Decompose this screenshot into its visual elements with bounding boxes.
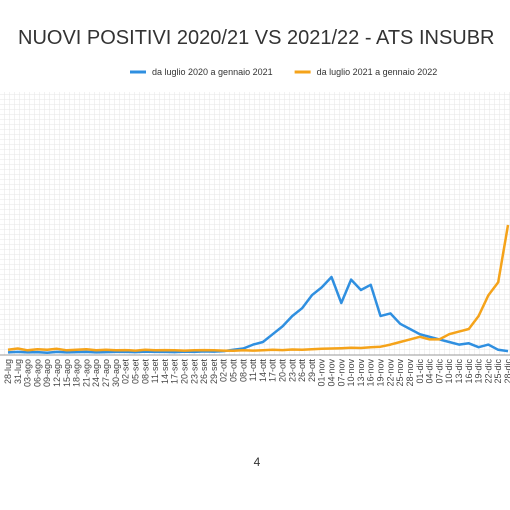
x-tick-label: 11-set [150,359,160,384]
x-tick-label: 07-dic [434,359,444,384]
x-tick-label: 11-ott [248,359,258,382]
x-tick-label: 05-set [130,359,140,385]
page-number: 4 [254,455,261,469]
series-line [7,275,509,354]
x-tick-label: 13-nov [356,359,366,387]
x-tick-label: 29-set [209,359,219,385]
x-tick-label: 26-set [199,359,209,385]
x-tick-label: 06-ago [32,359,42,387]
x-tick-label: 26-ott [297,359,307,383]
x-tick-label: 19-dic [474,359,484,384]
legend-label: da luglio 2020 a gennaio 2021 [152,67,273,77]
x-tick-label: 08-set [140,359,150,385]
x-tick-label: 16-nov [366,359,376,387]
x-tick-label: 01-nov [317,359,327,387]
x-tick-label: 20-ott [278,359,288,383]
x-tick-label: 02-ott [219,359,229,383]
x-tick-label: 09-ago [42,359,52,387]
x-tick-label: 03-ago [23,359,33,387]
series-line [7,224,510,353]
x-tick-label: 23-set [189,359,199,385]
x-tick-label: 25-dic [493,359,503,384]
x-tick-label: 04-dic [425,359,435,384]
x-tick-label: 02-set [121,359,131,385]
x-tick-label: 14-ott [258,359,268,383]
x-tick-label: 28-dic [503,359,510,384]
x-tick-label: 10-dic [444,359,454,384]
x-tick-label: 28-nov [405,359,415,387]
x-tick-label: 12-ago [52,359,62,387]
x-tick-label: 18-ago [72,359,82,387]
x-tick-label: 10-nov [346,359,356,387]
x-tick-label: 13-dic [454,359,464,384]
x-tick-label: 27-ago [101,359,111,387]
x-tick-label: 25-nov [395,359,405,387]
x-tick-label: 05-ott [228,359,238,383]
x-tick-label: 29-ott [307,359,317,383]
x-tick-label: 08-ott [238,359,248,383]
x-tick-label: 28-lug [3,359,13,384]
chart-title: NUOVI POSITIVI 2020/21 VS 2021/22 - ATS … [18,27,495,49]
x-tick-label: 04-nov [327,359,337,387]
x-tick-label: 30-ago [111,359,121,387]
x-tick-label: 24-ago [91,359,101,387]
x-tick-label: 23-ott [287,359,297,383]
x-tick-label: 01-dic [415,359,425,384]
x-tick-label: 21-ago [81,359,91,387]
x-tick-label: 14-set [160,359,170,385]
legend-label: da luglio 2021 a gennaio 2022 [317,67,438,77]
plot-grid [0,92,510,355]
x-tick-label: 07-nov [336,359,346,387]
x-tick-label: 15-ago [62,359,72,387]
x-tick-label: 20-set [179,359,189,385]
x-tick-label: 22-nov [385,359,395,387]
x-tick-label: 22-dic [483,359,493,384]
x-tick-label: 17-set [170,359,180,385]
x-tick-label: 16-dic [464,359,474,384]
x-tick-label: 17-ott [268,359,278,383]
x-tick-label: 19-nov [376,359,386,387]
x-tick-label: 31-lug [13,359,23,384]
